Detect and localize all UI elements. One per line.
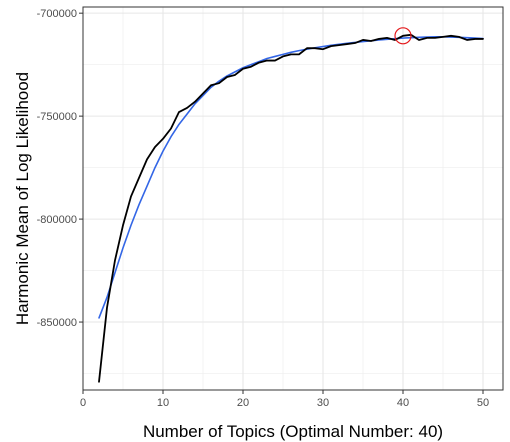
y-axis-title: Harmonic Mean of Log Likelihood xyxy=(13,72,32,325)
x-tick-label: 30 xyxy=(317,397,329,409)
grid-minor xyxy=(83,7,503,390)
optimal-point-marker xyxy=(394,27,412,45)
x-tick-label: 20 xyxy=(237,397,249,409)
y-tick-label: -850000 xyxy=(37,317,77,329)
x-tick-label: 40 xyxy=(397,397,409,409)
y-tick-label: -700000 xyxy=(37,8,77,20)
marks-layer xyxy=(394,27,412,45)
x-tick-label: 10 xyxy=(157,397,169,409)
panel-border xyxy=(82,6,504,391)
x-axis-title: Number of Topics (Optimal Number: 40) xyxy=(143,422,443,441)
observed-series-line xyxy=(98,33,484,383)
ticks-layer: 0 10 20 30 40 50 -850000 -800000 -750000 -700000 xyxy=(37,8,490,409)
y-tick-label: -750000 xyxy=(37,111,77,123)
series-layer xyxy=(98,33,484,383)
x-tick-label: 50 xyxy=(477,397,489,409)
y-tick-label: -800000 xyxy=(37,214,77,226)
smooth-series-line xyxy=(98,36,484,319)
x-tick-label: 0 xyxy=(80,397,86,409)
